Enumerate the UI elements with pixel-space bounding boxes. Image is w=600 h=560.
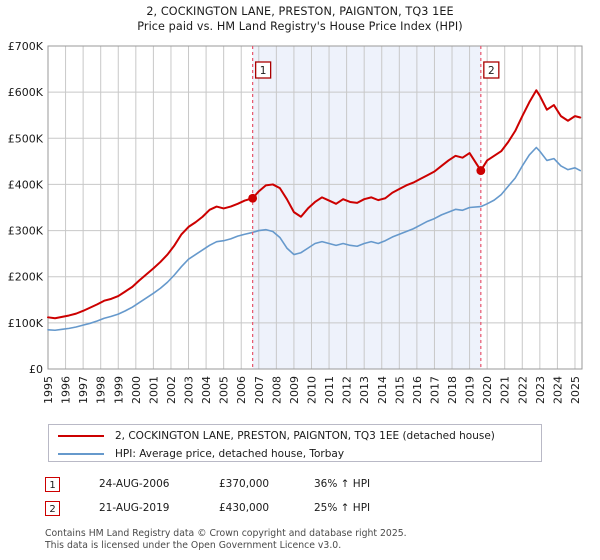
x-tick-label: 2009 — [288, 376, 301, 404]
legend-item-property: 2, COCKINGTON LANE, PRESTON, PAIGNTON, T… — [49, 427, 541, 445]
y-tick-label: £200K — [8, 271, 44, 284]
sale-marker-badge-label: 2 — [488, 65, 495, 77]
sale-date: 21-AUG-2019 — [99, 502, 170, 514]
x-tick-label: 2002 — [165, 376, 178, 404]
sale-price: £430,000 — [219, 502, 270, 514]
title-line-address: 2, COCKINGTON LANE, PRESTON, PAIGNTON, T… — [146, 5, 454, 18]
sale-date: 24-AUG-2006 — [99, 478, 170, 490]
legend-label-hpi: HPI: Average price, detached house, Torb… — [115, 448, 345, 460]
x-tick-label: 2004 — [200, 376, 213, 404]
x-tick-label: 2015 — [393, 376, 406, 404]
sale-hpi-delta: 25% ↑ HPI — [314, 502, 371, 514]
x-tick-label: 2003 — [183, 376, 196, 404]
sale-marker-badge[interactable] — [254, 61, 272, 79]
x-tick-label: 2012 — [341, 376, 354, 404]
x-tick-label: 2011 — [323, 376, 336, 404]
x-tick-label: 2006 — [235, 376, 248, 404]
x-tick-label: 2021 — [499, 376, 512, 404]
plot-frame — [47, 45, 583, 370]
title-line-subtitle: Price paid vs. HM Land Registry's House … — [137, 20, 463, 33]
x-tick-label: 2023 — [534, 376, 547, 404]
x-tick-label: 2024 — [551, 376, 564, 404]
x-tick-label: 2017 — [428, 376, 441, 404]
chart-axis-label-layer: £0 £100K £200K £300K £400K £500K £600K £700K 199… — [8, 40, 582, 404]
chart-grid-layer — [47, 45, 583, 370]
x-tick-label: 2014 — [376, 376, 389, 404]
x-tick-label: 1999 — [112, 376, 125, 404]
attribution-footer: Contains HM Land Registry data © Crown c… — [45, 528, 565, 551]
y-tick-label: £0 — [29, 363, 43, 376]
ownership-period-band — [252, 46, 481, 369]
sales-history-table: 1 24-AUG-2006 £370,000 36% ↑ HPI 2 21-AU… — [45, 472, 465, 520]
x-tick-label: 2019 — [464, 376, 477, 404]
footer-licence: This data is licensed under the Open Gov… — [45, 539, 342, 551]
sale-index-badge: 2 — [45, 500, 60, 516]
sale-index-badge: 1 — [45, 476, 60, 492]
x-tick-label: 2018 — [446, 376, 459, 404]
x-tick-label: 2020 — [481, 376, 494, 404]
sale-row: 1 24-AUG-2006 £370,000 36% ↑ HPI — [45, 472, 465, 496]
sale-price: £370,000 — [219, 478, 270, 490]
x-tick-label: 2025 — [569, 376, 582, 404]
x-tick-label: 2005 — [218, 376, 231, 404]
chart-band-layer — [252, 46, 481, 369]
y-tick-label: £100K — [8, 317, 44, 330]
y-tick-label: £600K — [8, 86, 44, 99]
chart-series-layer — [47, 89, 582, 332]
x-tick-label: 1995 — [42, 376, 55, 404]
sale-marker-badge-label: 1 — [260, 65, 267, 77]
y-tick-label: £300K — [8, 225, 44, 238]
legend-label-property: 2, COCKINGTON LANE, PRESTON, PAIGNTON, T… — [115, 430, 495, 442]
x-tick-label: 1996 — [60, 376, 73, 404]
sale-marker-dot — [476, 166, 486, 175]
legend-item-hpi: HPI: Average price, detached house, Torb… — [49, 445, 541, 463]
x-tick-label: 2022 — [516, 376, 529, 404]
page-title: 2, COCKINGTON LANE, PRESTON, PAIGNTON, T… — [0, 4, 600, 34]
footer-copyright: Contains HM Land Registry data © Crown c… — [45, 528, 407, 539]
y-tick-label: £500K — [8, 132, 44, 145]
x-tick-label: 2008 — [270, 376, 283, 404]
series-line-property — [47, 89, 582, 320]
x-tick-label: 1998 — [95, 376, 108, 404]
sale-marker-dot — [248, 193, 258, 203]
x-tick-label: 2013 — [358, 376, 371, 404]
x-tick-label: 2016 — [411, 376, 424, 404]
x-tick-label: 2007 — [253, 376, 266, 404]
y-tick-label: £400K — [8, 178, 44, 191]
x-tick-label: 2000 — [130, 376, 143, 404]
legend-swatch-property — [58, 435, 104, 437]
sale-marker-badge[interactable] — [483, 61, 500, 79]
y-tick-label: £700K — [8, 40, 44, 53]
sale-row: 2 21-AUG-2019 £430,000 25% ↑ HPI — [45, 496, 465, 520]
sale-hpi-delta: 36% ↑ HPI — [314, 478, 371, 490]
x-tick-label: 2010 — [305, 376, 318, 404]
legend-swatch-hpi — [58, 453, 104, 455]
series-line-hpi — [47, 146, 582, 332]
chart-legend: 2, COCKINGTON LANE, PRESTON, PAIGNTON, T… — [48, 424, 542, 462]
x-tick-label: 1997 — [77, 376, 90, 404]
x-tick-label: 2001 — [147, 376, 160, 404]
